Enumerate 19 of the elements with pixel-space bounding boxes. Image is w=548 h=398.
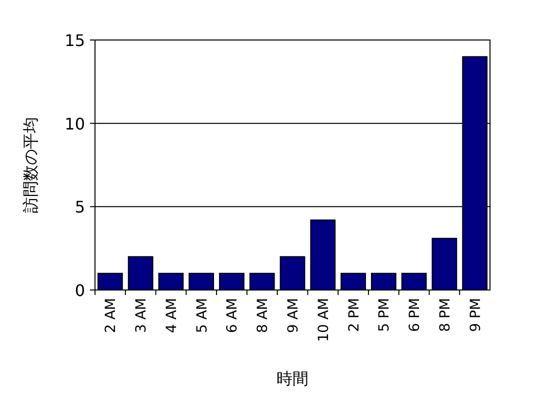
x-tick-label: 5 AM — [194, 298, 210, 334]
x-tick-label: 3 AM — [134, 298, 150, 334]
x-tick-label: 9 PM — [468, 298, 484, 332]
y-tick-label: 10 — [64, 114, 85, 134]
y-tick-label: 0 — [74, 281, 85, 300]
x-tick-label: 6 AM — [224, 298, 241, 334]
x-tick-label: 10 AM — [316, 298, 332, 342]
x-tick-label: 2 PM — [346, 298, 362, 332]
x-tick-label: 9 AM — [286, 298, 302, 334]
x-axis-title: 時間 — [276, 369, 308, 388]
x-tick-label: 8 AM — [255, 298, 272, 334]
x-tick-label: 5 PM — [376, 298, 393, 332]
y-tick-label: 15 — [64, 31, 85, 50]
x-tick-label: 4 AM — [164, 298, 180, 334]
y-tick-label: 5 — [74, 198, 85, 217]
x-tick-label: 6 PM — [407, 298, 424, 332]
x-tick-label: 8 PM — [437, 298, 454, 332]
x-tick-label: 2 AM — [103, 298, 120, 334]
y-axis-title: 訪問数の平均 — [21, 117, 40, 213]
